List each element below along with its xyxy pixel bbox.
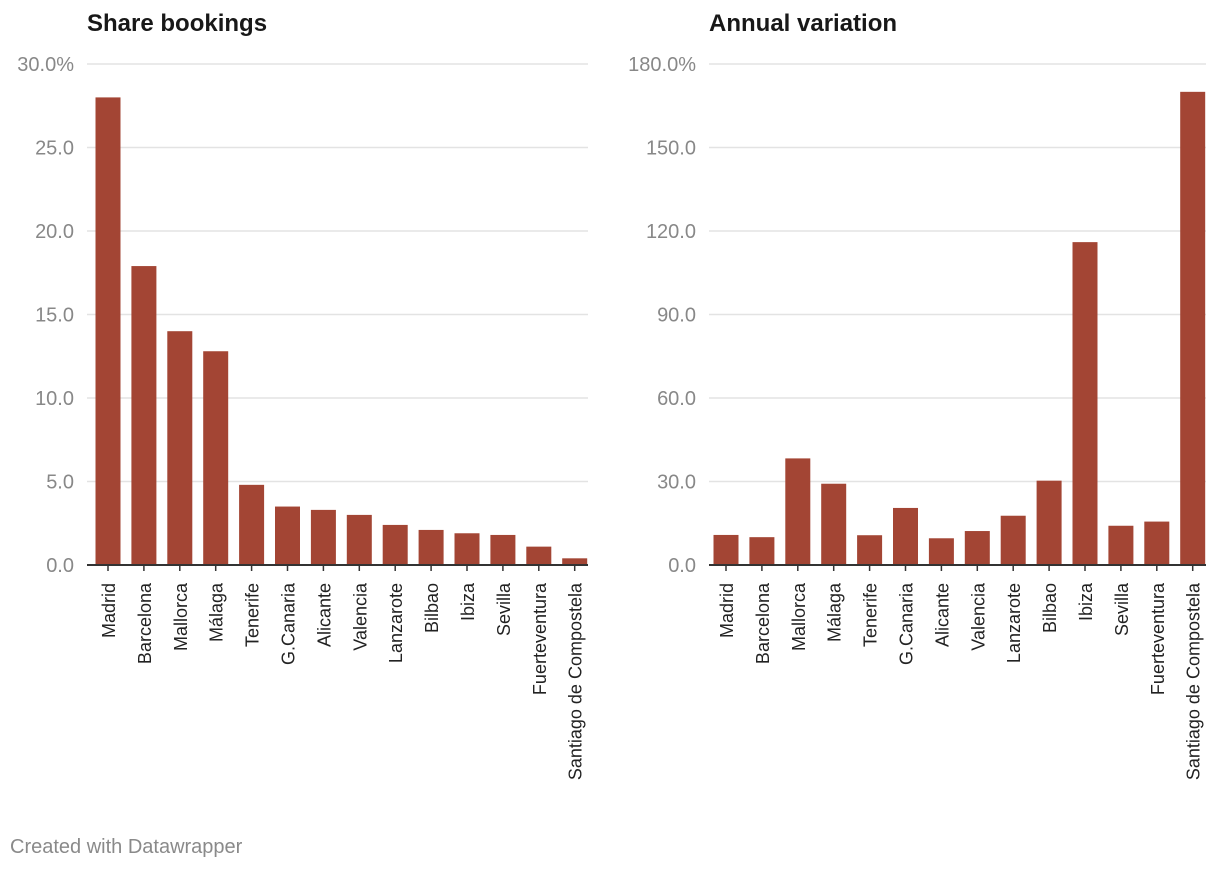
share-bookings-bar — [562, 558, 588, 565]
annual-variation-bar — [893, 507, 918, 565]
share-bookings-x-tick-label: Sevilla — [494, 582, 514, 636]
annual-variation-bar — [1000, 515, 1026, 565]
annual-variation-x-tick-label: Santiago de Compostela — [1184, 582, 1204, 780]
chart-title-share-bookings: Share bookings — [87, 10, 268, 37]
annual-variation-x-tick-label: G.Canaria — [897, 582, 917, 665]
share-bookings-x-tick-label: Valencia — [350, 582, 370, 651]
annual-variation-x-tick-label: Bilbao — [1040, 583, 1060, 633]
annual-variation-x-tick-label: Alicante — [932, 583, 952, 647]
share-bookings-x-tick-label: Bilbao — [422, 583, 442, 633]
share-bookings-x-tick-label: Fuerteventura — [530, 582, 550, 695]
share-bookings-bar — [526, 546, 552, 565]
annual-variation-y-tick-label: 150.0 — [646, 138, 696, 160]
share-bookings-x-tick-label: Alicante — [314, 583, 334, 647]
share-bookings-x-tick-label: Mallorca — [171, 582, 191, 651]
annual-variation-bar — [1072, 242, 1098, 565]
annual-variation-y-tick-label: 30.0 — [657, 472, 696, 494]
annual-variation-bar — [749, 537, 775, 565]
share-bookings-bar — [95, 97, 121, 566]
share-bookings-chart: 0.0 5.0 10.0 15.0 20.0 25.0 30.0% Madrid Barcelo… — [17, 54, 588, 780]
annual-variation-x-tick-label: Fuerteventura — [1148, 582, 1168, 695]
annual-variation-y-tick-label: 90.0 — [657, 305, 696, 327]
share-bookings-x-tick-label: Ibiza — [458, 582, 478, 621]
share-bookings-bar — [131, 266, 157, 565]
annual-variation-bar — [785, 458, 811, 565]
datawrapper-credit: Created with Datawrapper — [10, 836, 243, 858]
share-bookings-x-tick-label: Barcelona — [135, 582, 155, 664]
share-bookings-y-tick-label: 30.0% — [17, 54, 74, 76]
share-bookings-y-tick-label: 20.0 — [35, 221, 74, 243]
annual-variation-y-tick-label: 180.0% — [628, 54, 696, 76]
annual-variation-bar — [1180, 91, 1206, 565]
annual-variation-bar — [964, 531, 990, 565]
annual-variation-bar — [821, 483, 847, 565]
annual-variation-x-tick-label: Sevilla — [1112, 582, 1132, 636]
share-bookings-bar — [275, 506, 300, 565]
annual-variation-bar — [1144, 521, 1170, 565]
chart-title-annual-variation: Annual variation — [709, 10, 898, 37]
annual-variation-bar — [713, 534, 739, 565]
share-bookings-bar — [239, 484, 265, 565]
annual-variation-y-tick-label: 120.0 — [646, 221, 696, 243]
share-bookings-y-tick-label: 0.0 — [46, 555, 74, 577]
share-bookings-bar — [203, 351, 229, 565]
share-bookings-y-tick-label: 10.0 — [35, 388, 74, 410]
share-bookings-y-tick-label: 5.0 — [46, 472, 74, 494]
annual-variation-x-tick-label: Lanzarote — [1004, 583, 1024, 663]
share-bookings-bar — [418, 529, 444, 565]
annual-variation-chart: 0.0 30.0 60.0 90.0 120.0 150.0 180.0% Madrid Bar… — [628, 54, 1206, 780]
annual-variation-x-tick-label: Ibiza — [1076, 582, 1096, 621]
share-bookings-bar — [490, 534, 516, 565]
annual-variation-x-tick-label: Valencia — [968, 582, 988, 651]
annual-variation-x-tick-label: Barcelona — [753, 582, 773, 664]
annual-variation-bar — [928, 538, 954, 565]
annual-variation-x-tick-label: Málaga — [825, 582, 845, 642]
annual-variation-x-tick-label: Tenerife — [861, 583, 881, 647]
share-bookings-x-tick-label: Madrid — [99, 583, 119, 638]
annual-variation-bar — [1036, 480, 1062, 565]
annual-variation-x-tick-label: Madrid — [717, 583, 737, 638]
share-bookings-x-tick-label: G.Canaria — [279, 582, 299, 665]
share-bookings-y-tick-label: 15.0 — [35, 305, 74, 327]
share-bookings-x-tick-label: Santiago de Compostela — [566, 582, 586, 780]
share-bookings-bar — [382, 524, 408, 565]
annual-variation-y-tick-label: 60.0 — [657, 388, 696, 410]
share-bookings-x-tick-label: Tenerife — [243, 583, 263, 647]
share-bookings-x-tick-label: Málaga — [207, 582, 227, 642]
share-bookings-bar — [167, 331, 193, 565]
share-bookings-y-tick-label: 25.0 — [35, 138, 74, 160]
annual-variation-y-tick-label: 0.0 — [668, 555, 696, 577]
share-bookings-x-tick-label: Lanzarote — [386, 583, 406, 663]
share-bookings-bar — [346, 514, 372, 565]
annual-variation-x-tick-label: Mallorca — [789, 582, 809, 651]
annual-variation-bar — [1108, 525, 1134, 565]
share-bookings-bar — [454, 533, 480, 565]
annual-variation-bar — [857, 535, 883, 565]
share-bookings-bar — [310, 509, 336, 565]
